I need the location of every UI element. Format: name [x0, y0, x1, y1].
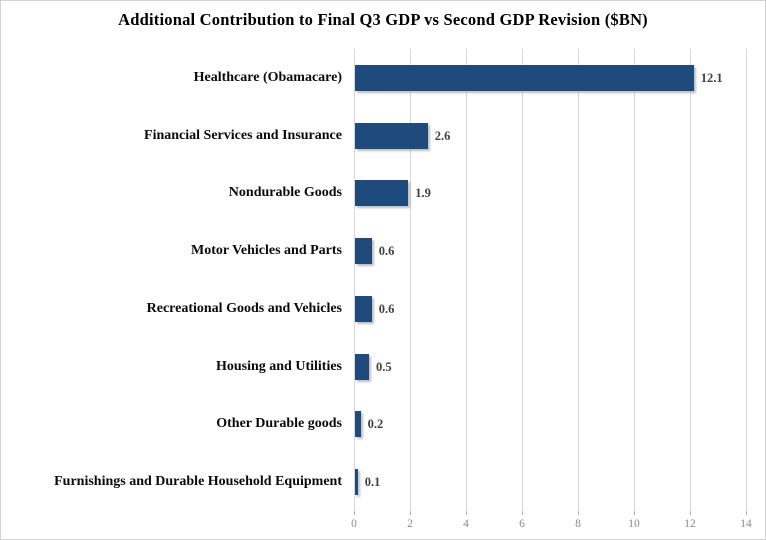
- x-axis-tick: [690, 511, 691, 515]
- x-axis-tick-label: 2: [407, 518, 413, 530]
- x-axis-tick-label: 14: [740, 518, 752, 530]
- value-label: 0.2: [367, 417, 384, 432]
- bar: [355, 238, 372, 265]
- category-label: Financial Services and Insurance: [144, 127, 342, 143]
- x-axis-tick-label: 12: [684, 518, 696, 530]
- x-axis-tick-label: 8: [575, 518, 581, 530]
- value-label: 2.6: [434, 128, 451, 143]
- bar: [355, 411, 361, 438]
- gridline: [634, 49, 635, 511]
- bar: [355, 353, 369, 380]
- x-axis-tick-label: 6: [519, 518, 525, 530]
- x-axis-tick-label: 4: [463, 518, 469, 530]
- x-axis-tick: [746, 511, 747, 515]
- bar: [355, 180, 409, 207]
- value-label: 12.1: [700, 70, 723, 85]
- gridline: [746, 49, 747, 511]
- bar: [355, 122, 428, 149]
- value-label: 1.9: [415, 186, 431, 201]
- category-label: Motor Vehicles and Parts: [190, 243, 342, 259]
- x-axis-tick: [578, 511, 579, 515]
- x-axis-tick: [522, 511, 523, 515]
- bar: [355, 469, 358, 496]
- value-label: 0.6: [378, 301, 395, 316]
- category-label: Furnishings and Durable Household Equipm…: [54, 474, 342, 490]
- x-axis-tick: [354, 511, 355, 515]
- value-label: 0.5: [376, 359, 392, 374]
- bar: [355, 295, 372, 322]
- chart-title: Additional Contribution to Final Q3 GDP …: [118, 10, 648, 29]
- x-axis-tick: [466, 511, 467, 515]
- gridline: [578, 49, 579, 511]
- value-label: 0.1: [364, 475, 381, 490]
- gridline: [410, 49, 411, 511]
- category-label: Healthcare (Obamacare): [193, 69, 342, 85]
- gridline: [522, 49, 523, 511]
- category-label: Housing and Utilities: [215, 358, 342, 374]
- x-axis-tick: [634, 511, 635, 515]
- category-label: Recreational Goods and Vehicles: [146, 300, 342, 316]
- gridline: [690, 49, 691, 511]
- value-label: 0.6: [378, 244, 395, 259]
- bar: [355, 64, 694, 91]
- category-label: Nondurable Goods: [228, 185, 342, 201]
- gridline: [354, 49, 355, 511]
- gridline: [466, 49, 467, 511]
- x-axis-tick: [410, 511, 411, 515]
- category-label: Other Durable goods: [216, 416, 342, 432]
- x-axis-tick-label: 0: [351, 518, 357, 530]
- x-axis-tick-label: 10: [628, 518, 640, 530]
